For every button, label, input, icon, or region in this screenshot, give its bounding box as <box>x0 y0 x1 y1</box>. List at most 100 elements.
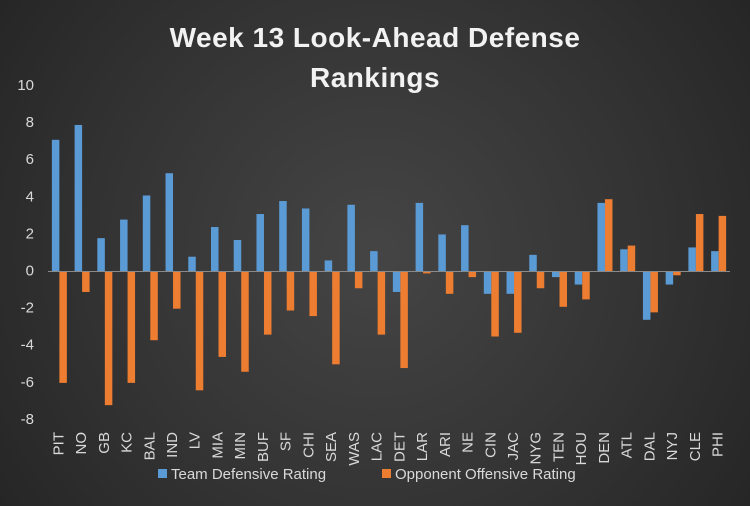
x-tick-label: LAC <box>369 432 386 461</box>
bar <box>559 271 567 307</box>
bar <box>150 271 158 341</box>
bar <box>423 271 431 274</box>
bar <box>718 215 727 272</box>
bar <box>309 271 317 317</box>
x-tick-label: IND <box>164 432 181 458</box>
x-tick-label: DEN <box>596 432 613 464</box>
x-tick-label: MIN <box>232 432 249 460</box>
bar <box>324 260 333 272</box>
bar <box>483 271 492 294</box>
legend-swatch <box>158 469 167 478</box>
x-tick-label: CLE <box>687 432 704 461</box>
bar <box>445 271 454 294</box>
bar <box>620 249 628 272</box>
x-tick-label: MIA <box>209 432 226 459</box>
y-tick-label: -2 <box>21 300 34 317</box>
bar <box>301 208 310 272</box>
y-tick-label: -4 <box>21 337 34 354</box>
bar <box>552 271 560 278</box>
y-tick-label: 10 <box>17 77 34 94</box>
x-tick-label: HOU <box>573 432 590 465</box>
bar <box>711 251 719 272</box>
x-tick-label: LV <box>187 432 204 449</box>
legend-label: Team Defensive Rating <box>171 466 326 483</box>
legend-label: Opponent Offensive Rating <box>395 466 576 483</box>
y-tick-label: 6 <box>26 151 34 168</box>
y-tick-label: -6 <box>21 374 34 391</box>
bar <box>59 271 67 383</box>
bar <box>195 271 204 391</box>
bar <box>51 139 60 272</box>
bar <box>173 271 181 309</box>
bar <box>491 271 499 337</box>
bar <box>165 173 174 272</box>
bar <box>468 271 477 278</box>
x-tick-label: LAR <box>414 432 431 461</box>
bar <box>142 195 151 272</box>
bar <box>82 271 90 292</box>
x-tick-label: DAL <box>641 432 658 461</box>
bar <box>241 271 249 372</box>
bar <box>650 271 658 313</box>
x-tick-label: SEA <box>323 432 340 462</box>
bar <box>286 271 295 311</box>
y-tick-label: 8 <box>26 114 34 131</box>
bar <box>438 234 446 272</box>
bar <box>104 271 113 406</box>
y-tick-label: -8 <box>21 411 34 428</box>
bar <box>415 202 424 272</box>
bar <box>127 271 136 383</box>
bar <box>506 271 515 294</box>
bar <box>233 240 242 272</box>
bar <box>688 247 696 272</box>
x-tick-label: CHI <box>300 432 317 458</box>
bar <box>627 245 636 272</box>
x-tick-label: ARI <box>437 432 454 457</box>
y-tick-label: 0 <box>26 263 34 280</box>
x-tick-label: PIT <box>50 432 67 455</box>
x-tick-label: NO <box>73 432 90 455</box>
y-tick-label: 4 <box>26 188 34 205</box>
bar <box>97 238 105 272</box>
x-tick-label: SF <box>278 432 295 451</box>
bar <box>665 271 674 285</box>
bar <box>574 271 583 285</box>
bar <box>400 271 408 369</box>
x-tick-label: CIN <box>482 432 499 458</box>
bar <box>279 201 287 272</box>
chart-title: Week 13 Look-Ahead Defense Rankings <box>169 22 581 93</box>
bar <box>332 271 340 365</box>
bar <box>536 271 545 289</box>
bar <box>461 225 469 272</box>
bar <box>392 271 401 292</box>
x-tick-label: PHI <box>710 432 727 457</box>
y-tick-label: 2 <box>26 225 34 242</box>
bar <box>604 199 613 272</box>
legend-swatch <box>382 469 391 478</box>
x-tick-label: NYG <box>528 432 545 465</box>
bar <box>597 202 605 272</box>
bar <box>514 271 522 333</box>
bar <box>695 214 704 272</box>
bar <box>120 219 128 272</box>
x-tick-label: GB <box>96 432 113 454</box>
bar <box>263 271 272 335</box>
bar <box>377 271 386 335</box>
x-tick-label: BAL <box>141 432 158 460</box>
bar <box>211 227 219 272</box>
x-tick-label: JAC <box>505 432 522 461</box>
x-tick-label: DET <box>391 432 408 462</box>
x-tick-label: NYJ <box>664 432 681 460</box>
x-tick-label: NE <box>460 432 477 453</box>
x-tick-label: WAS <box>346 432 363 466</box>
bar <box>256 214 264 272</box>
bar <box>582 271 590 300</box>
x-tick-label: BUF <box>255 432 272 462</box>
x-tick-label: TEN <box>550 432 567 462</box>
x-tick-label: KC <box>119 432 136 453</box>
bar <box>673 271 681 276</box>
bar <box>74 124 83 272</box>
bar <box>188 256 196 272</box>
